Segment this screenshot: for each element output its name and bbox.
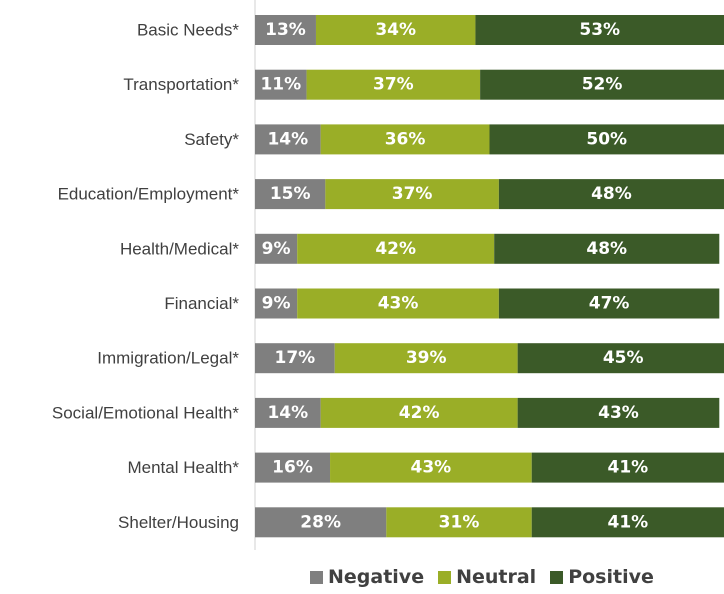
value-label-positive-immigration-legal: 45%: [603, 348, 644, 368]
category-label-mental-health: Mental Health*: [127, 458, 239, 477]
bar-positive-shelter-housing: [531, 507, 724, 538]
legend-swatch-negative: [310, 570, 323, 584]
value-label-neutral-basic-needs: 34%: [375, 20, 416, 40]
value-label-neutral-transportation: 37%: [373, 75, 414, 95]
legend-label-positive: Positive: [568, 566, 654, 588]
bar-neutral-health-medical: [297, 233, 495, 264]
bar-negative-immigration-legal: [255, 343, 335, 374]
value-label-neutral-immigration-legal: 39%: [406, 348, 447, 368]
value-label-negative-mental-health: 16%: [272, 458, 313, 478]
value-label-negative-basic-needs: 13%: [265, 20, 306, 40]
category-label-immigration-legal: Immigration/Legal*: [97, 349, 239, 368]
bar-negative-transportation: [255, 69, 307, 100]
bar-negative-health-medical: [255, 233, 298, 264]
value-label-negative-immigration-legal: 17%: [275, 348, 316, 368]
value-label-neutral-safety: 36%: [385, 129, 426, 149]
legend: Negative Neutral Positive: [310, 566, 654, 588]
category-label-shelter-housing: Shelter/Housing: [118, 513, 239, 532]
bar-positive-education-employment: [498, 179, 724, 210]
bar-neutral-transportation: [306, 69, 481, 100]
value-label-negative-financial: 9%: [262, 294, 291, 314]
category-label-basic-needs: Basic Needs*: [137, 21, 239, 40]
legend-item-negative: Negative: [310, 566, 424, 588]
value-label-positive-basic-needs: 53%: [579, 20, 620, 40]
legend-label-neutral: Neutral: [456, 566, 537, 588]
bar-negative-social-emotional-health: [255, 397, 321, 428]
bar-neutral-immigration-legal: [334, 343, 518, 374]
bar-negative-basic-needs: [255, 15, 316, 45]
legend-item-neutral: Neutral: [438, 566, 536, 588]
bar-negative-safety: [255, 124, 321, 155]
bar-positive-safety: [489, 124, 724, 155]
bar-neutral-safety: [320, 124, 490, 155]
category-labels: Basic Needs* Transportation* Safety* Educat…: [52, 21, 239, 532]
bar-neutral-financial: [297, 288, 499, 319]
value-label-neutral-mental-health: 43%: [411, 458, 452, 478]
value-label-neutral-financial: 43%: [378, 294, 419, 314]
bar-negative-financial: [255, 288, 298, 319]
category-label-social-emotional-health: Social/Emotional Health*: [52, 403, 239, 422]
value-label-negative-shelter-housing: 28%: [300, 512, 341, 532]
value-label-negative-transportation: 11%: [260, 75, 301, 95]
value-label-negative-health-medical: 9%: [262, 239, 291, 259]
category-label-safety: Safety*: [184, 130, 239, 149]
value-label-positive-shelter-housing: 41%: [608, 512, 649, 532]
bar-positive-social-emotional-health: [517, 397, 720, 428]
value-label-negative-education-employment: 15%: [270, 184, 311, 204]
value-label-neutral-social-emotional-health: 42%: [399, 403, 440, 423]
value-label-positive-health-medical: 48%: [586, 239, 627, 259]
bar-positive-transportation: [480, 69, 724, 100]
value-label-neutral-health-medical: 42%: [375, 239, 416, 259]
value-label-neutral-education-employment: 37%: [392, 184, 433, 204]
bar-positive-mental-health: [531, 452, 724, 483]
bar-positive-financial: [498, 288, 720, 319]
category-label-education-employment: Education/Employment*: [58, 185, 240, 204]
bar-value-labels: 13% 34% 53% 11% 37% 52% 14% 36% 50% 15% 37% 48% 9% 42…: [260, 20, 648, 532]
value-label-negative-safety: 14%: [267, 129, 308, 149]
legend-item-positive: Positive: [550, 566, 654, 588]
value-label-positive-mental-health: 41%: [608, 458, 649, 478]
value-label-positive-transportation: 52%: [582, 75, 623, 95]
value-label-positive-education-employment: 48%: [591, 184, 632, 204]
bar-neutral-basic-needs: [315, 15, 476, 45]
bar-positive-health-medical: [494, 233, 720, 264]
bar-neutral-education-employment: [325, 179, 499, 210]
bar-negative-mental-health: [255, 452, 331, 483]
value-label-positive-financial: 47%: [589, 294, 630, 314]
bar-negative-shelter-housing: [255, 507, 387, 538]
value-label-neutral-shelter-housing: 31%: [439, 512, 480, 532]
legend-swatch-neutral: [438, 570, 452, 584]
bar-neutral-mental-health: [330, 452, 532, 483]
value-label-negative-social-emotional-health: 14%: [267, 403, 308, 423]
category-label-financial: Financial*: [164, 294, 239, 313]
legend-swatch-positive: [550, 570, 564, 584]
bar-positive-basic-needs: [475, 15, 724, 45]
bar-positive-immigration-legal: [517, 343, 724, 374]
bar-segments: [255, 15, 724, 538]
bar-negative-education-employment: [255, 179, 326, 210]
value-label-positive-safety: 50%: [586, 129, 627, 149]
legend-label-negative: Negative: [328, 566, 425, 588]
category-label-transportation: Transportation*: [123, 75, 239, 94]
bar-neutral-social-emotional-health: [320, 397, 518, 428]
category-label-health-medical: Health/Medical*: [120, 239, 239, 258]
value-label-positive-social-emotional-health: 43%: [598, 403, 639, 423]
bar-neutral-shelter-housing: [386, 507, 532, 538]
